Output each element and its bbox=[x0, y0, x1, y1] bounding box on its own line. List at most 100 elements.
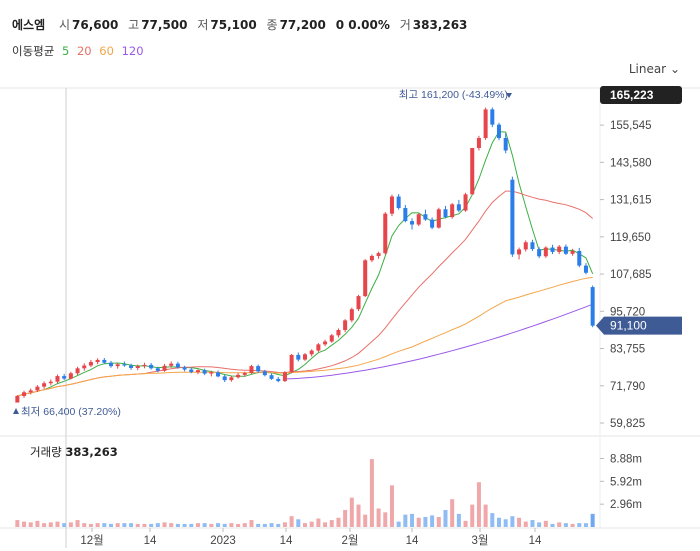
volume-bar bbox=[456, 513, 461, 527]
candle-body bbox=[369, 255, 374, 261]
volume-bar bbox=[102, 523, 107, 527]
candle bbox=[309, 349, 314, 357]
volume-bar bbox=[202, 523, 207, 527]
volume-bar bbox=[463, 520, 468, 527]
volume-bar bbox=[329, 520, 334, 527]
volume-bar bbox=[236, 523, 241, 527]
candle-body bbox=[496, 124, 502, 139]
volume-bar bbox=[115, 523, 120, 527]
candle-body bbox=[590, 287, 595, 326]
volume-bar bbox=[369, 459, 374, 527]
volume-bar bbox=[383, 512, 388, 527]
volume-bar bbox=[503, 519, 508, 527]
moving-average-legend[interactable]: 이동평균 5 20 60 120 bbox=[12, 43, 148, 59]
volume-bar bbox=[189, 523, 194, 527]
candle bbox=[376, 251, 381, 259]
volume-bar bbox=[195, 523, 200, 527]
ma-5-line bbox=[17, 131, 594, 397]
candle bbox=[68, 371, 73, 380]
volume-bar bbox=[28, 522, 33, 527]
candle-body bbox=[15, 396, 20, 403]
candle bbox=[195, 369, 200, 375]
candle-body bbox=[242, 372, 247, 375]
candle-body bbox=[436, 209, 441, 228]
candle bbox=[82, 363, 87, 371]
candle-body bbox=[376, 253, 381, 256]
candle bbox=[550, 244, 555, 255]
candle bbox=[543, 246, 548, 258]
volume-bar bbox=[142, 523, 147, 527]
candle-body bbox=[450, 204, 455, 218]
volume-bar bbox=[309, 521, 314, 527]
candle-body bbox=[530, 242, 535, 250]
volume-bar bbox=[249, 520, 254, 527]
volume-bar bbox=[376, 508, 381, 527]
volume-axis: 8.88m 5.92m 2.96m bbox=[600, 453, 642, 511]
candle bbox=[577, 247, 582, 268]
candle bbox=[416, 213, 421, 227]
candle-body bbox=[323, 341, 328, 345]
candle bbox=[296, 352, 301, 362]
candle-body bbox=[195, 370, 200, 373]
low-annotation: 최저 66,400 (37.20%) bbox=[21, 406, 121, 418]
volume-bar bbox=[209, 523, 214, 527]
volume-bar bbox=[343, 510, 348, 527]
candle bbox=[236, 372, 241, 379]
candle bbox=[269, 373, 274, 380]
candle-body bbox=[55, 376, 60, 382]
candle-body bbox=[155, 368, 160, 371]
candle bbox=[129, 363, 134, 370]
time-tick-label: 12월 bbox=[80, 534, 103, 547]
candle-body bbox=[490, 109, 495, 125]
volume-bar bbox=[443, 510, 448, 527]
ma-120-label: 120 bbox=[121, 44, 144, 58]
candle-body bbox=[209, 372, 214, 374]
candle bbox=[95, 358, 100, 365]
volume-bar bbox=[175, 523, 180, 527]
candle-body bbox=[410, 221, 415, 225]
candle bbox=[155, 366, 160, 373]
volume-bar bbox=[229, 523, 234, 527]
candle-body bbox=[537, 249, 542, 257]
volume-bar bbox=[550, 523, 555, 527]
candle bbox=[503, 133, 508, 154]
price-tick-label: 107,685 bbox=[610, 269, 652, 281]
candle-body bbox=[249, 366, 254, 373]
volume-bar bbox=[55, 521, 60, 527]
volume-bar bbox=[570, 523, 575, 527]
candle bbox=[62, 373, 67, 381]
candle bbox=[336, 328, 341, 338]
candle-body bbox=[162, 365, 167, 371]
candle-body bbox=[135, 366, 140, 368]
candle bbox=[28, 388, 33, 395]
candle-body bbox=[102, 359, 107, 363]
candle-body bbox=[202, 370, 207, 374]
candle bbox=[35, 385, 40, 392]
ma-20-label: 20 bbox=[76, 44, 92, 58]
candle-body bbox=[403, 208, 408, 222]
candle bbox=[389, 194, 394, 217]
high-label: 고 bbox=[128, 18, 140, 32]
moving-average-label: 이동평균 bbox=[12, 44, 55, 58]
candle-body bbox=[269, 375, 274, 379]
candle-body bbox=[276, 378, 281, 382]
volume-bar bbox=[396, 521, 401, 527]
low-marker-icon bbox=[13, 408, 19, 414]
scale-mode-dropdown[interactable]: Linear ⌄ bbox=[629, 62, 680, 76]
candle bbox=[302, 353, 308, 361]
candle bbox=[523, 240, 528, 252]
candle bbox=[329, 334, 334, 343]
candle bbox=[517, 247, 522, 260]
time-tick-label: 14 bbox=[144, 535, 157, 547]
volume-bar bbox=[543, 520, 548, 527]
candle-body bbox=[343, 320, 348, 331]
volume-bar bbox=[523, 521, 528, 527]
volume-bar bbox=[336, 517, 341, 527]
price-tick-label: 71,790 bbox=[610, 381, 645, 393]
high-marker-icon bbox=[506, 93, 512, 98]
candle-body bbox=[115, 364, 120, 367]
candle bbox=[48, 379, 53, 386]
volume-panel-title: 거래량 bbox=[30, 445, 62, 459]
stock-name: 에스엠 bbox=[12, 18, 46, 32]
